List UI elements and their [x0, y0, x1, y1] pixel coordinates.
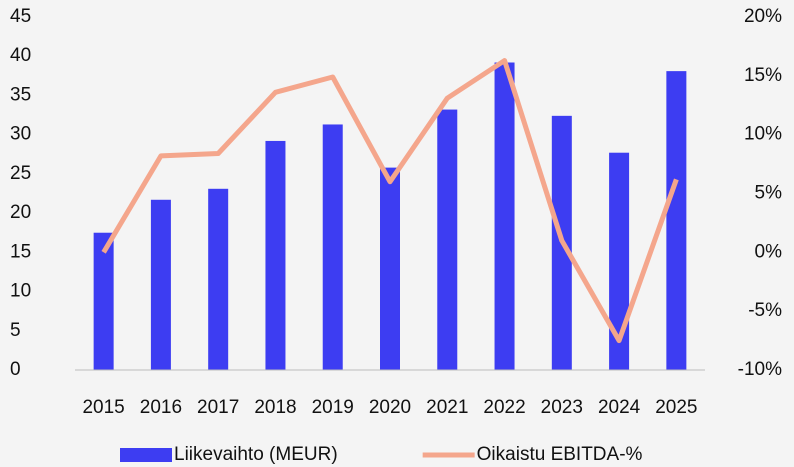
- bar: [380, 167, 400, 370]
- y-tick-label: 10: [10, 281, 31, 302]
- bar: [609, 152, 630, 370]
- x-tick-label: 2025: [655, 397, 697, 418]
- bar: [322, 124, 343, 370]
- y2-tick-label: -5%: [748, 300, 782, 321]
- y2-tick-label: 15%: [744, 65, 782, 86]
- x-tick-label: 2020: [369, 397, 411, 418]
- bar: [208, 188, 229, 370]
- y-tick-label: 40: [10, 45, 31, 66]
- x-tick-label: 2018: [254, 397, 296, 418]
- x-tick-label: 2024: [598, 397, 641, 418]
- y-tick-label: 30: [10, 124, 31, 145]
- line: [101, 58, 679, 344]
- bar: [666, 71, 687, 371]
- y-tick-label: 45: [10, 6, 31, 27]
- x-tick-label: 2015: [82, 397, 124, 418]
- bar: [437, 109, 458, 370]
- y2-tick-label: 5%: [755, 183, 783, 204]
- x-tick-label: 2016: [140, 397, 182, 418]
- x-tick-label: 2022: [483, 397, 525, 418]
- y2-tick-label: 20%: [744, 6, 782, 27]
- y-tick-label: 25: [10, 163, 31, 184]
- legend-swatch: [120, 448, 172, 462]
- y-tick-label: 35: [10, 84, 31, 105]
- legend-label: Oikaistu EBITDA-%: [477, 444, 643, 465]
- bar: [494, 62, 515, 371]
- x-tick-label: 2021: [426, 397, 468, 418]
- x-tick-label: 2023: [541, 397, 583, 418]
- bar: [93, 232, 114, 370]
- x-tick-label: 2019: [312, 397, 354, 418]
- y2-tick-label: 10%: [744, 124, 782, 145]
- x-tick-label: 2017: [197, 397, 239, 418]
- bar: [150, 199, 171, 370]
- y-tick-label: 0: [10, 359, 21, 380]
- y-tick-label: 20: [10, 202, 31, 223]
- legend-label: Liikevaihto (MEUR): [174, 444, 338, 465]
- y-tick-label: 15: [10, 241, 31, 262]
- bar: [265, 140, 286, 370]
- y-tick-label: 5: [10, 320, 21, 341]
- y2-tick-label: -10%: [738, 359, 782, 380]
- y2-tick-label: 0%: [755, 241, 783, 262]
